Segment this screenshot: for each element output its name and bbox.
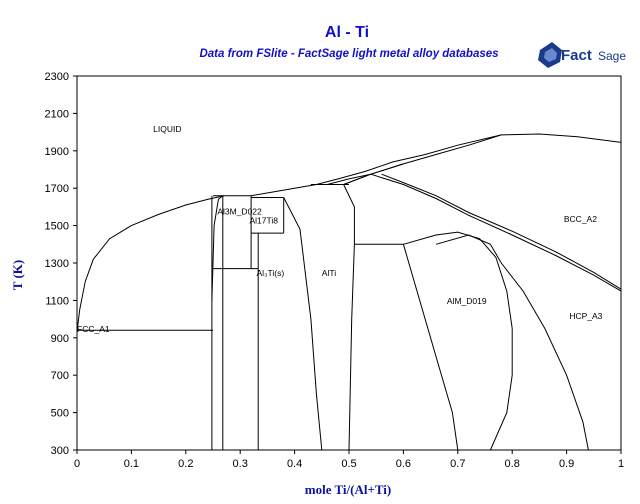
phase-boundary-line-26 (403, 231, 513, 451)
x-tick-label: 0.1 (124, 458, 139, 470)
region-label: HCP_A3 (569, 311, 602, 321)
y-tick-label: 1100 (45, 295, 69, 307)
y-axis: 300 500 700 900 1100 1300 1500 1700 1900 2100 2300 (45, 71, 77, 457)
phase-boundary-line-24 (370, 173, 622, 292)
phase-boundary-line-27 (402, 244, 459, 451)
x-tick-label: 0.4 (287, 458, 302, 470)
logo-brand-text: Fact (561, 47, 592, 64)
phase-boundary-line-1 (76, 195, 225, 332)
region-label: FCC_A1 (77, 324, 110, 334)
x-tick-label: 0.9 (559, 458, 574, 470)
phase-boundary-line-23 (381, 173, 622, 290)
x-tick-label: 0.8 (505, 458, 520, 470)
x-tick-label: 1 (618, 458, 624, 470)
phase-boundary-line-28 (435, 234, 589, 451)
y-tick-label: 900 (51, 333, 69, 345)
chart-title: Al - Ti (325, 24, 369, 41)
x-tick-label: 0.7 (450, 458, 465, 470)
y-tick-label: 1500 (45, 221, 69, 233)
factsage-logo: Fact Sage (538, 42, 626, 68)
y-tick-label: 700 (51, 370, 69, 382)
logo-brand-text-2: Sage (598, 49, 626, 63)
region-label: Al3M_D022 (217, 206, 262, 216)
region-label: Al17Ti8 (249, 216, 278, 226)
logo-mark-icon (538, 42, 562, 68)
y-tick-label: 1300 (45, 258, 69, 270)
region-label: LIQUID (153, 124, 181, 134)
x-tick-label: 0.5 (341, 458, 356, 470)
y-axis-title: T (K) (10, 260, 25, 290)
x-tick-label: 0.3 (233, 458, 248, 470)
y-tick-label: 500 (51, 408, 69, 420)
region-label: AlTi (322, 268, 336, 278)
x-tick-label: 0.2 (178, 458, 193, 470)
phase-boundary-line-13 (251, 184, 317, 197)
phase-boundary-line-16 (343, 184, 355, 451)
region-label: Al₃Ti(s) (257, 268, 285, 278)
y-tick-label: 1900 (45, 146, 69, 158)
x-axis-title: mole Ti/(Al+Ti) (305, 482, 392, 497)
region-label: BCC_A2 (564, 214, 597, 224)
phase-boundary-line-14 (283, 197, 323, 451)
x-axis: 0 0.1 0.2 0.3 0.4 0.5 0.6 0.7 0.8 0.9 1 (74, 450, 624, 470)
chart-subtitle: Data from FSlite - FactSage light metal … (199, 48, 498, 60)
phase-boundary-line-4 (211, 195, 224, 301)
y-tick-label: 1700 (45, 183, 69, 195)
phase-boundaries (76, 133, 622, 451)
phase-boundary-line-22 (316, 134, 502, 185)
region-label: AlM_D019 (447, 296, 487, 306)
phase-boundary-line-20 (370, 133, 622, 175)
y-tick-label: 2100 (45, 108, 69, 120)
y-tick-label: 300 (51, 445, 69, 457)
x-tick-label: 0 (74, 458, 80, 470)
y-tick-label: 2300 (45, 71, 69, 83)
phase-boundary-line-18 (327, 173, 371, 185)
x-tick-label: 0.6 (396, 458, 411, 470)
